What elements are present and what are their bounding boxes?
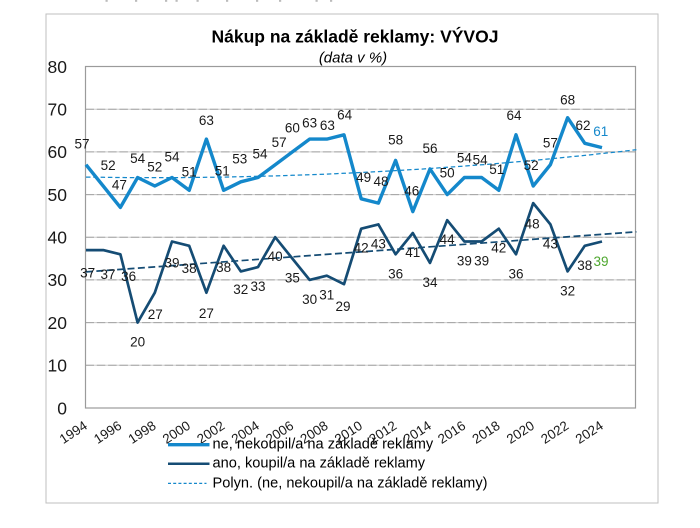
svg-text:37: 37	[100, 267, 115, 282]
svg-text:36: 36	[121, 269, 136, 284]
svg-text:39: 39	[164, 255, 179, 270]
svg-text:52: 52	[147, 160, 162, 175]
svg-text:ano, koupil/a na základě rekla: ano, koupil/a na základě reklamy	[213, 456, 426, 472]
svg-text:64: 64	[506, 108, 522, 123]
svg-text:63: 63	[320, 118, 335, 133]
svg-text:39: 39	[593, 254, 608, 269]
svg-text:43: 43	[371, 236, 386, 251]
svg-text:35: 35	[285, 271, 300, 286]
svg-text:27: 27	[199, 306, 214, 321]
svg-text:50: 50	[440, 166, 455, 181]
svg-text:38: 38	[216, 260, 231, 275]
svg-text:70: 70	[48, 100, 68, 120]
svg-text:51: 51	[182, 165, 197, 180]
svg-text:ne, nekoupil/a na základě rekl: ne, nekoupil/a na základě reklamy	[213, 437, 434, 453]
svg-text:32: 32	[560, 283, 575, 298]
svg-text:57: 57	[74, 137, 89, 152]
svg-text:38: 38	[182, 261, 197, 276]
svg-text:(data v %): (data v %)	[319, 50, 387, 67]
svg-text:54: 54	[473, 152, 489, 167]
svg-text:50: 50	[48, 185, 68, 205]
svg-text:46: 46	[404, 184, 419, 199]
svg-text:60: 60	[48, 142, 68, 162]
svg-text:63: 63	[199, 113, 214, 128]
svg-text:10: 10	[48, 356, 68, 376]
svg-text:58: 58	[388, 132, 403, 147]
svg-text:41: 41	[405, 245, 420, 260]
svg-text:64: 64	[337, 107, 353, 122]
svg-text:61: 61	[593, 124, 608, 139]
svg-text:53: 53	[232, 151, 247, 166]
svg-text:52: 52	[524, 158, 539, 173]
svg-text:51: 51	[215, 164, 230, 179]
svg-text:34: 34	[422, 275, 438, 290]
svg-text:39: 39	[457, 254, 472, 269]
svg-text:29: 29	[335, 299, 350, 314]
svg-text:30: 30	[48, 270, 68, 290]
svg-text:Polyn. (ne, nekoupil/a na zákl: Polyn. (ne, nekoupil/a na základě reklam…	[213, 475, 488, 491]
svg-text:54: 54	[252, 147, 268, 162]
svg-text:68: 68	[560, 92, 575, 107]
svg-text:Nákup na základě reklamy: VÝVO: Nákup na základě reklamy: VÝVOJ	[212, 26, 499, 47]
svg-text:63: 63	[302, 116, 317, 131]
svg-text:27: 27	[148, 307, 163, 322]
svg-text:62: 62	[575, 118, 590, 133]
svg-text:52: 52	[101, 158, 116, 173]
svg-text:20: 20	[130, 335, 145, 350]
svg-text:37: 37	[80, 266, 95, 281]
svg-text:38: 38	[577, 258, 592, 273]
svg-text:48: 48	[373, 174, 388, 189]
svg-text:30: 30	[302, 292, 317, 307]
svg-text:48: 48	[525, 217, 540, 232]
svg-text:40: 40	[48, 228, 68, 248]
svg-text:33: 33	[250, 279, 265, 294]
svg-text:31: 31	[319, 288, 334, 303]
svg-text:80: 80	[48, 57, 68, 77]
svg-text:47: 47	[112, 177, 127, 192]
svg-text:54: 54	[457, 151, 473, 166]
svg-text:36: 36	[508, 266, 523, 281]
svg-text:49: 49	[356, 170, 371, 185]
svg-text:39: 39	[474, 254, 489, 269]
svg-text:36: 36	[388, 266, 403, 281]
svg-text:40: 40	[268, 249, 283, 264]
svg-text:42: 42	[354, 241, 369, 256]
svg-text:32: 32	[233, 282, 248, 297]
svg-text:54: 54	[164, 150, 180, 165]
svg-text:57: 57	[272, 135, 287, 150]
svg-text:0: 0	[57, 398, 67, 418]
svg-text:43: 43	[543, 236, 558, 251]
svg-text:51: 51	[489, 162, 504, 177]
svg-text:56: 56	[422, 141, 437, 156]
svg-text:42: 42	[491, 241, 506, 256]
svg-text:57: 57	[543, 136, 558, 151]
svg-text:44: 44	[440, 232, 456, 247]
svg-text:60: 60	[285, 120, 300, 135]
svg-text:54: 54	[130, 151, 146, 166]
svg-text:20: 20	[48, 313, 68, 333]
